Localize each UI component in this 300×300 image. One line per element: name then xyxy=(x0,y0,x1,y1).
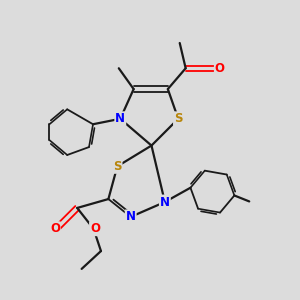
Text: N: N xyxy=(160,196,170,208)
Text: N: N xyxy=(126,210,136,224)
Text: S: S xyxy=(113,160,122,173)
Text: O: O xyxy=(90,222,100,235)
Text: S: S xyxy=(174,112,182,125)
Text: N: N xyxy=(115,112,125,125)
Text: O: O xyxy=(50,222,60,235)
Text: O: O xyxy=(215,62,225,75)
